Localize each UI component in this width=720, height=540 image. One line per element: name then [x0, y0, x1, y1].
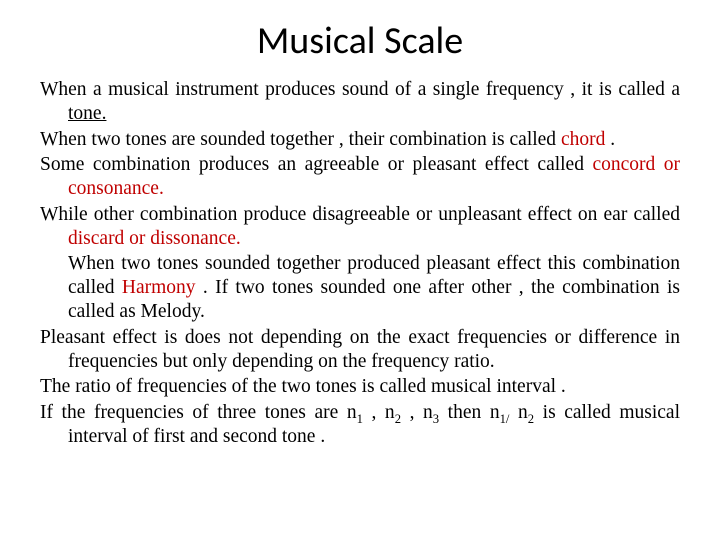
text: , n: [401, 402, 433, 423]
slide-title: Musical Scale: [40, 18, 680, 64]
paragraph-interval: The ratio of frequencies of the two tone…: [40, 375, 680, 399]
text: When a musical instrument produces sound…: [40, 79, 680, 100]
term-tone: tone.: [68, 103, 106, 124]
paragraph-harmony: When two tones sounded together produced…: [40, 252, 680, 323]
paragraph-discard: While other combination produce disagree…: [40, 203, 680, 251]
text: n: [509, 402, 527, 423]
text: .: [605, 129, 615, 150]
paragraph-concord: Some combination produces an agreeable o…: [40, 153, 680, 201]
term-discard: discard or dissonance.: [68, 228, 241, 249]
text: Some combination produces an agreeable o…: [40, 154, 592, 175]
subscript: 1/: [500, 412, 510, 426]
paragraph-tone: When a musical instrument produces sound…: [40, 78, 680, 126]
text: , n: [363, 402, 395, 423]
paragraph-chord: When two tones are sounded together , th…: [40, 128, 680, 152]
slide-container: Musical Scale When a musical instrument …: [0, 0, 720, 540]
text: When two tones are sounded together , th…: [40, 129, 561, 150]
paragraph-frequencies: If the frequencies of three tones are n 1…: [40, 401, 680, 449]
text: While other combination produce disagree…: [40, 204, 680, 225]
paragraph-ratio: Pleasant effect is does not depending on…: [40, 326, 680, 374]
text: then n: [439, 402, 499, 423]
term-harmony: Harmony: [122, 277, 196, 298]
term-chord: chord: [561, 129, 605, 150]
text: If the frequencies of three tones are n: [40, 402, 357, 423]
